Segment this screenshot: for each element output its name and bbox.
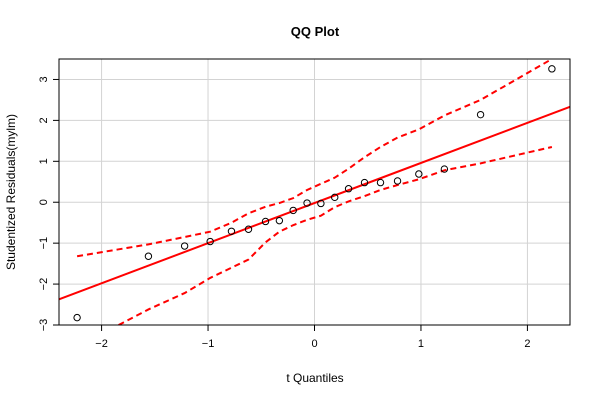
x-tick-label: 0 — [311, 338, 317, 350]
y-tick-label: 2 — [38, 117, 50, 123]
x-tick-label: −1 — [202, 338, 215, 350]
x-tick-label: 1 — [418, 338, 424, 350]
x-axis-label: t Quantiles — [286, 371, 343, 385]
y-tick-label: −2 — [38, 278, 50, 291]
data-point — [317, 199, 325, 208]
data-point — [180, 242, 189, 250]
chart-title: QQ Plot — [291, 24, 340, 39]
data-point — [393, 177, 402, 185]
reference-line-group — [59, 105, 570, 301]
x-tick-label: −2 — [95, 338, 108, 350]
data-point — [144, 252, 153, 260]
y-axis-label: Studentized Residuals(mylm) — [4, 114, 18, 270]
data-point — [73, 313, 81, 322]
data-point — [227, 227, 236, 235]
y-tick-label: 3 — [38, 76, 50, 82]
data-point — [289, 206, 297, 215]
confidence-band — [76, 59, 553, 325]
data-point — [244, 225, 253, 233]
confidence-band-lower — [118, 146, 553, 325]
y-tick-label: −1 — [38, 237, 50, 250]
data-point — [376, 178, 385, 187]
plot-frame — [58, 58, 571, 326]
y-tick-label: 1 — [38, 158, 50, 164]
data-point — [303, 199, 311, 207]
data-point — [344, 185, 353, 193]
x-tick-label: 2 — [524, 338, 530, 350]
axes: −2 −1 0 1 2 −3 −2 −1 0 1 2 3 — [38, 76, 530, 350]
data-point — [548, 65, 556, 73]
data-points — [73, 65, 556, 322]
data-point — [331, 193, 339, 202]
data-point — [360, 178, 369, 187]
data-point — [476, 110, 485, 119]
data-point — [415, 170, 423, 178]
data-point — [206, 237, 214, 246]
y-tick-label: −3 — [38, 319, 50, 332]
grid-lines — [59, 59, 570, 326]
data-point — [275, 216, 284, 225]
y-tick-label: 0 — [38, 199, 50, 205]
reference-line — [59, 105, 570, 301]
confidence-band-upper — [76, 59, 553, 258]
data-point — [261, 217, 270, 226]
data-point — [440, 165, 449, 173]
